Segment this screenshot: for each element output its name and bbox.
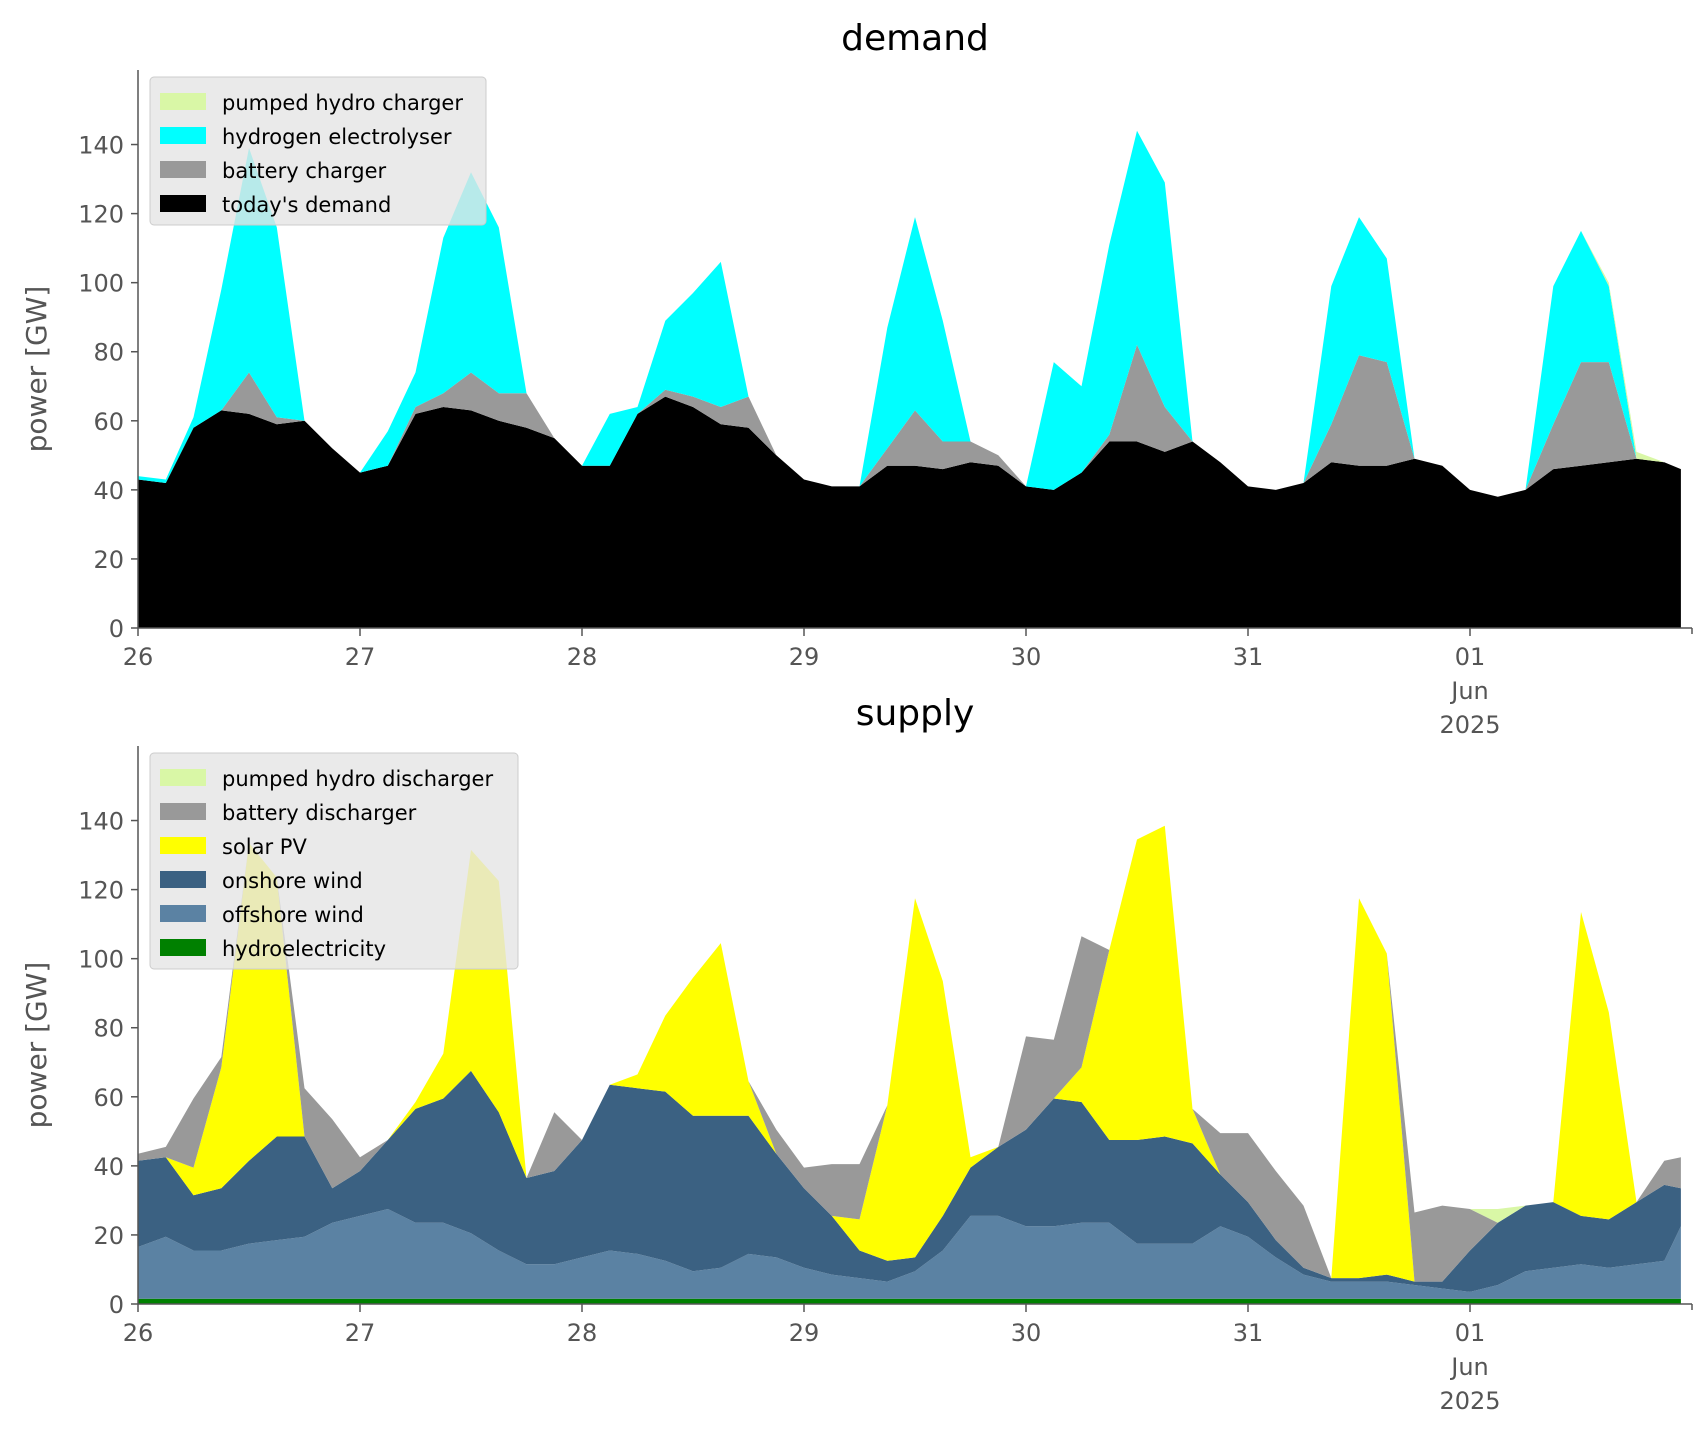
y-tick-label: 120 xyxy=(78,877,124,905)
x-tick-label: 2025 xyxy=(1439,711,1500,739)
x-tick-label: 27 xyxy=(345,1319,376,1347)
legend-swatch xyxy=(160,803,206,820)
x-tick-label: 26 xyxy=(123,643,154,671)
legend-label: hydrogen electrolyser xyxy=(222,125,452,149)
y-tick-label: 0 xyxy=(109,615,124,643)
area-battery-charger xyxy=(138,344,1681,497)
legend-swatch xyxy=(160,195,206,212)
x-tick-label: 28 xyxy=(567,643,598,671)
area-onshore-wind xyxy=(138,1070,1681,1292)
legend-label: today's demand xyxy=(222,193,391,217)
y-tick-label: 80 xyxy=(93,339,124,367)
supply-panel: supply power [GW] 0 20 40 60 80 100 120 140 26 27… xyxy=(20,693,1693,1415)
y-tick-label: 20 xyxy=(93,1222,124,1250)
legend-swatch xyxy=(160,161,206,178)
legend-label: battery discharger xyxy=(222,801,417,825)
x-tick-label: Jun xyxy=(1449,1353,1489,1381)
legend-label: solar PV xyxy=(222,835,307,859)
area-today-s-demand xyxy=(138,396,1681,628)
y-tick-label: 60 xyxy=(93,408,124,436)
x-tick-label: Jun xyxy=(1449,677,1489,705)
y-tick-label: 80 xyxy=(93,1015,124,1043)
y-axis-label: power [GW] xyxy=(20,286,53,453)
legend-swatch xyxy=(160,905,206,922)
x-tick-label: 29 xyxy=(789,643,820,671)
x-tick-label: 31 xyxy=(1233,1319,1264,1347)
y-tick-label: 40 xyxy=(93,477,124,505)
y-tick-label: 100 xyxy=(78,270,124,298)
legend-swatch xyxy=(160,837,206,854)
x-tick-label: 2025 xyxy=(1439,1387,1500,1415)
legend-label: offshore wind xyxy=(222,903,364,927)
area-layers xyxy=(138,130,1681,628)
legend-label: hydroelectricity xyxy=(222,937,386,961)
x-tick-label: 28 xyxy=(567,1319,598,1347)
y-tick-label: 20 xyxy=(93,546,124,574)
x-tick-label: 27 xyxy=(345,643,376,671)
area-hydroelectricity xyxy=(138,1298,1681,1304)
legend-swatch xyxy=(160,871,206,888)
y-tick-label: 40 xyxy=(93,1153,124,1181)
y-tick-label: 60 xyxy=(93,1084,124,1112)
legend-swatch xyxy=(160,769,206,786)
legend: pumped hydro charger hydrogen electrolyse… xyxy=(149,76,487,226)
legend-label: pumped hydro discharger xyxy=(222,767,493,791)
x-tick-label: 26 xyxy=(123,1319,154,1347)
legend-swatch xyxy=(160,127,206,144)
area-hydrogen-electrolyser xyxy=(138,130,1681,497)
y-tick-label: 100 xyxy=(78,946,124,974)
legend-swatch xyxy=(160,93,206,110)
area-solar-pv xyxy=(138,825,1681,1282)
area-layers xyxy=(138,825,1681,1304)
area-offshore-wind xyxy=(138,1209,1681,1299)
legend-swatch xyxy=(160,939,206,956)
y-tick-label: 0 xyxy=(109,1291,124,1319)
x-tick-label: 01 xyxy=(1455,1319,1486,1347)
legend: pumped hydro discharger battery discharge… xyxy=(149,752,519,970)
demand-panel: demand power [GW] 0 20 40 60 80 100 120 140 26 27… xyxy=(20,18,1693,739)
legend-label: onshore wind xyxy=(222,869,363,893)
x-tick-label: 01 xyxy=(1455,643,1486,671)
chart-title: supply xyxy=(856,693,975,734)
legend-label: battery charger xyxy=(222,159,387,183)
y-tick-label: 140 xyxy=(78,808,124,836)
x-tick-label: 29 xyxy=(789,1319,820,1347)
y-tick-label: 140 xyxy=(78,132,124,160)
legend-label: pumped hydro charger xyxy=(222,91,463,115)
y-tick-label: 120 xyxy=(78,201,124,229)
legend-box xyxy=(149,76,487,226)
x-tick-label: 30 xyxy=(1011,643,1042,671)
x-tick-label: 31 xyxy=(1233,643,1264,671)
x-tick-label: 30 xyxy=(1011,1319,1042,1347)
y-axis-label: power [GW] xyxy=(20,962,53,1129)
legend-box xyxy=(149,752,519,970)
chart-title: demand xyxy=(841,18,989,59)
